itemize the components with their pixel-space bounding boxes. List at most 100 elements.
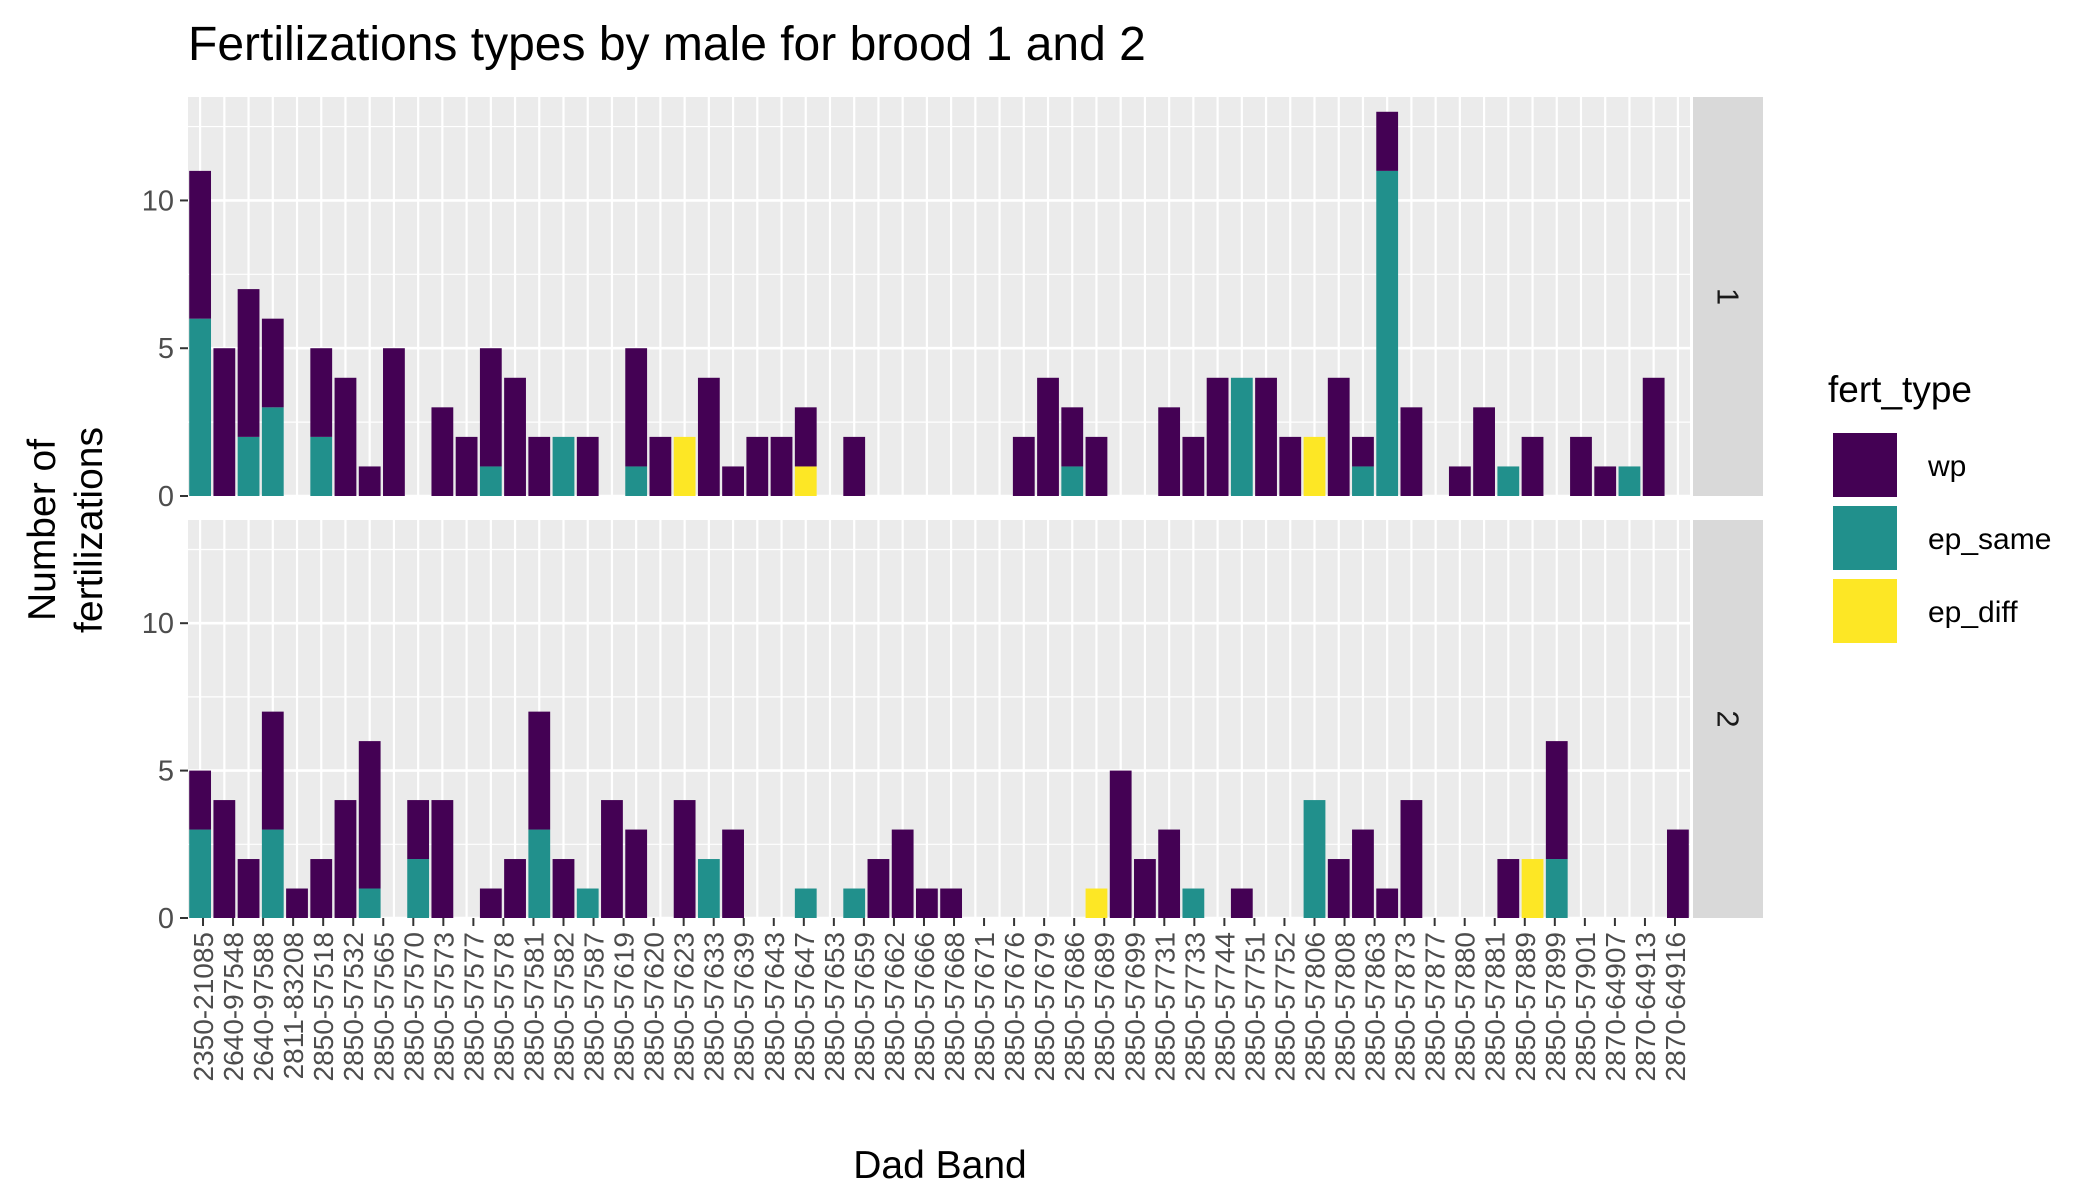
bar-wp: [1158, 407, 1181, 496]
bar-wp: [310, 348, 333, 437]
bar-ep_same: [1061, 466, 1084, 496]
legend-key-wp: [1831, 431, 1899, 499]
x-tick-label: 2850-57863: [1360, 932, 1391, 1081]
bar-wp: [383, 348, 405, 496]
bar-wp: [673, 800, 696, 918]
bar-ep_same: [625, 466, 648, 496]
x-tick-label: 2850-57881: [1480, 932, 1511, 1081]
bar-ep_same: [1376, 170, 1399, 496]
x-tick-label: 2850-57587: [579, 932, 610, 1081]
bar-ep_diff: [1085, 888, 1108, 918]
bar-wp: [407, 800, 430, 860]
y-tick-label: 5: [158, 756, 174, 788]
x-tick-label: 2850-57689: [1089, 932, 1120, 1081]
panel-background: [188, 97, 1690, 496]
bar-wp: [1352, 829, 1374, 918]
bar-ep_same: [310, 436, 333, 496]
bar-wp: [1279, 436, 1302, 496]
chart-title: Fertilizations types by male for brood 1…: [188, 18, 1146, 71]
x-tick-label: 2850-57889: [1510, 932, 1541, 1081]
x-tick-label: 2850-57570: [398, 932, 429, 1081]
x-tick-label: 2850-57666: [909, 932, 940, 1081]
bar-wp: [649, 436, 672, 496]
bar-wp: [1376, 111, 1399, 171]
x-tick-label: 2850-57565: [368, 932, 399, 1081]
x-tick-label: 2850-57671: [969, 932, 1000, 1081]
x-tick-label: 2850-57577: [458, 932, 489, 1081]
x-tick-label: 2850-57806: [1300, 932, 1331, 1081]
strip-background: [1693, 97, 1763, 496]
x-tick-label: 2850-57647: [789, 932, 820, 1081]
bar-ep_same: [843, 888, 866, 918]
bar-wp: [722, 829, 744, 918]
x-tick-label: 2850-57679: [1029, 932, 1060, 1081]
bar-wp: [1352, 436, 1374, 467]
bar-wp: [528, 711, 551, 830]
bar-wp: [1255, 377, 1277, 496]
bar-wp: [189, 770, 212, 830]
bar-ep_same: [1497, 466, 1520, 496]
x-tick-label: 2870-64916: [1660, 932, 1691, 1081]
bar-wp: [891, 829, 914, 918]
y-axis-title-line-2: fertilizations: [68, 427, 111, 633]
legend-key-ep_diff: [1831, 577, 1899, 645]
bar-wp: [261, 711, 284, 830]
bar-wp: [528, 436, 551, 496]
bar-wp: [576, 436, 599, 496]
x-tick-label: 2850-57733: [1179, 932, 1210, 1081]
bar-wp: [1642, 377, 1665, 496]
bar-ep_same: [1618, 466, 1641, 496]
x-axis-title: Dad Band: [853, 1144, 1026, 1187]
x-tick-label: 2850-57751: [1239, 932, 1270, 1081]
x-tick-label: 2850-57518: [308, 932, 339, 1081]
bar-wp: [213, 800, 236, 918]
bar-wp: [625, 348, 648, 467]
bar-wp: [261, 318, 284, 408]
x-axis-ticks: 2350-21085 2640-97548 2640-97588 2811-83208…: [188, 918, 1691, 1081]
bar-wp: [1109, 770, 1132, 918]
bar-ep_diff: [673, 436, 696, 496]
legend-label-wp: wp: [1927, 450, 1966, 483]
bar-ep_same: [794, 888, 817, 918]
legend: fert_type wp ep_same ep_diff: [1828, 369, 2051, 645]
bar-ep_same: [261, 407, 284, 496]
x-tick-label: 2850-57668: [939, 932, 970, 1081]
bar-wp: [504, 859, 526, 918]
bar-ep_same: [1303, 800, 1326, 918]
bar-ep_same: [697, 859, 720, 918]
y-tick-label: 0: [158, 903, 174, 935]
x-tick-label: 2850-57573: [428, 932, 459, 1081]
x-tick-label: 2870-64907: [1600, 932, 1631, 1081]
bar-wp: [213, 348, 236, 496]
y-tick-label: 10: [142, 608, 174, 640]
bar-wp: [697, 377, 720, 496]
bar-wp: [1497, 859, 1520, 918]
bar-wp: [746, 436, 769, 496]
panel-2: 0 5 10 2: [142, 520, 1763, 935]
bar-wp: [722, 466, 744, 496]
bar-wp: [794, 407, 817, 467]
bar-wp: [867, 859, 890, 918]
bar-wp: [455, 436, 478, 496]
x-tick-label: 2850-57901: [1570, 932, 1601, 1081]
x-tick-label: 2850-57633: [699, 932, 730, 1081]
x-tick-label: 2850-57582: [549, 932, 580, 1081]
bar-wp: [1182, 436, 1205, 496]
y-axis-title-line-1: Number of: [21, 439, 64, 621]
bar-wp: [1400, 800, 1423, 918]
bar-wp: [358, 466, 381, 496]
bar-wp: [1594, 466, 1617, 496]
bar-wp: [1037, 377, 1059, 496]
bar-wp: [1400, 407, 1423, 496]
bar-wp: [552, 859, 575, 918]
bar-wp: [1376, 888, 1399, 918]
bar-ep_same: [407, 859, 430, 918]
bar-wp: [479, 888, 502, 918]
bar-ep_same: [237, 436, 260, 496]
bar-wp: [1327, 859, 1350, 918]
x-tick-label: 2850-57620: [639, 932, 670, 1081]
x-tick-label: 2850-57880: [1450, 932, 1481, 1081]
bar-wp: [189, 170, 212, 319]
bar-wp: [940, 888, 963, 918]
